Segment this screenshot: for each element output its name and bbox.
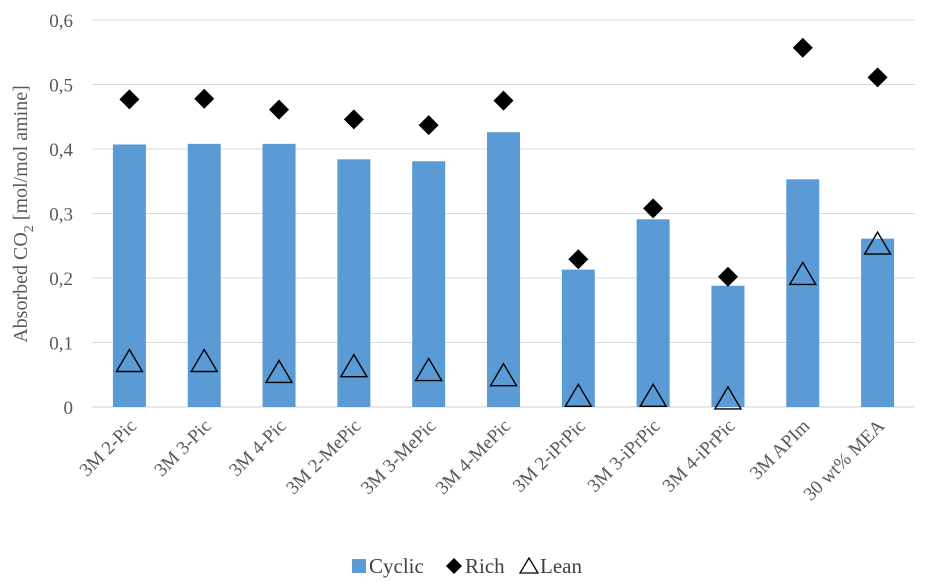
- cyclic-bars: [112, 132, 895, 408]
- legend-label-lean: Lean: [540, 554, 582, 578]
- bar-cyclic: [412, 161, 446, 407]
- marker-rich: [568, 249, 589, 270]
- legend-swatch-lean: [518, 556, 540, 574]
- bar-cyclic: [112, 144, 146, 408]
- y-tick-label: 0,5: [49, 76, 73, 97]
- marker-lean: [115, 348, 144, 373]
- bar-cyclic: [262, 143, 296, 407]
- x-tick-label: 3M 2-MePic: [282, 416, 365, 499]
- marker-lean: [713, 385, 743, 410]
- x-tick-label: 3M 3-MePic: [357, 416, 440, 499]
- marker-rich: [717, 266, 738, 287]
- marker-rich: [119, 89, 140, 110]
- legend-swatch-cyclic: [352, 559, 366, 573]
- x-tick-label: 30 wt% MEA: [800, 415, 890, 505]
- x-tick-label: 3M 4-Pic: [225, 416, 290, 481]
- bar-cyclic: [487, 132, 520, 408]
- bar-cyclic: [786, 179, 820, 407]
- marker-rich: [643, 198, 664, 219]
- x-tick-label: 3M 2-Pic: [76, 416, 141, 481]
- y-tick-label: 0,3: [49, 205, 73, 226]
- marker-rich: [194, 88, 215, 109]
- legend-label-rich: Rich: [465, 554, 505, 578]
- y-tick-label: 0,1: [49, 334, 73, 355]
- y-axis-ticks: 0 0,1 0,2 0,3 0,4 0,5 0,6: [49, 11, 73, 419]
- marker-rich: [418, 115, 439, 136]
- y-axis-label: Absorbed CO2 [mol/mol amine]: [10, 85, 37, 343]
- y-tick-label: 0,4: [49, 140, 73, 161]
- bar-cyclic: [187, 143, 221, 407]
- x-tick-label: 3M 4-iPrPic: [659, 416, 740, 497]
- marker-lean: [264, 359, 294, 384]
- rich-markers: [119, 37, 888, 287]
- marker-lean: [414, 357, 443, 382]
- y-tick-label: 0,2: [49, 269, 73, 290]
- marker-lean: [190, 348, 219, 373]
- x-tick-label: 3M 3-Pic: [151, 416, 216, 481]
- bar-cyclic: [861, 238, 895, 407]
- lean-markers: [115, 230, 892, 410]
- bar-cyclic: [561, 269, 595, 407]
- bar-cyclic: [711, 285, 745, 407]
- marker-lean: [788, 261, 817, 286]
- bar-cyclic: [636, 219, 670, 407]
- marker-rich: [792, 37, 813, 58]
- marker-rich: [493, 90, 514, 111]
- y-tick-label: 0,6: [49, 11, 73, 32]
- x-tick-label: 3M 4-MePic: [432, 416, 515, 499]
- marker-rich: [269, 99, 290, 120]
- legend: Cyclic Rich Lean: [352, 554, 582, 578]
- x-tick-label: 3M 3-iPrPic: [584, 416, 665, 497]
- marker-rich: [867, 67, 888, 88]
- legend-label-cyclic: Cyclic: [369, 554, 424, 578]
- marker-lean: [489, 362, 518, 387]
- marker-rich: [343, 109, 364, 130]
- x-tick-label: 3M 2-iPrPic: [509, 416, 590, 497]
- x-tick-label: 3M APIm: [746, 416, 814, 484]
- y-tick-label: 0: [64, 398, 74, 419]
- marker-lean: [863, 230, 892, 255]
- legend-swatch-rich: [446, 558, 462, 574]
- marker-lean: [564, 382, 593, 408]
- marker-lean: [638, 382, 668, 408]
- bar-cyclic: [337, 159, 371, 407]
- marker-lean: [339, 353, 369, 378]
